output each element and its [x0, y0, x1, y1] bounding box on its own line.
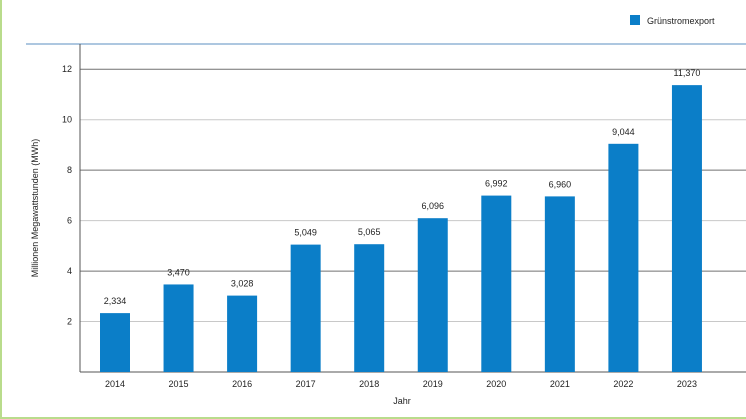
- legend-swatch: [630, 15, 640, 25]
- bar-2019: [417, 218, 448, 372]
- bar-2018: [354, 244, 385, 372]
- bar-2014: [100, 313, 130, 372]
- data-label-2018: 5,065: [358, 227, 381, 237]
- bar-2023: [671, 85, 702, 372]
- x-tick-label-2015: 2015: [169, 379, 189, 389]
- y-tick-label: 10: [62, 115, 72, 125]
- bar-2016: [227, 295, 258, 372]
- legend-label: Grünstromexport: [647, 16, 715, 26]
- data-label-2020: 6,992: [485, 179, 508, 189]
- y-tick-label: 4: [67, 266, 72, 276]
- bar-2017: [290, 244, 321, 372]
- y-tick-label: 2: [67, 317, 72, 327]
- x-tick-label-2023: 2023: [677, 379, 697, 389]
- bars: 2,334 3,470 3,028 5,049 5,065 6,096 6,992 6,960…: [100, 68, 702, 372]
- x-tick-label-2019: 2019: [423, 379, 443, 389]
- bar-2022: [608, 143, 639, 372]
- y-tick-label: 6: [67, 216, 72, 226]
- x-tick-label-2022: 2022: [613, 379, 633, 389]
- y-tick-label: 8: [67, 165, 72, 175]
- data-label-2015: 3,470: [167, 267, 190, 277]
- data-label-2022: 9,044: [612, 127, 635, 137]
- y-axis-title: Millionen Megawattstunden (MWh): [30, 139, 40, 278]
- x-tick-label-2020: 2020: [486, 379, 506, 389]
- x-tick-label-2014: 2014: [105, 379, 125, 389]
- x-axis-ticks: 2014 2015 2016 2017 2018 2019 2020 2021 2022 2023: [105, 379, 697, 389]
- gridlines: [80, 68, 746, 323]
- x-tick-label-2017: 2017: [296, 379, 316, 389]
- bar-2020: [481, 195, 512, 372]
- x-tick-label-2018: 2018: [359, 379, 379, 389]
- data-label-2017: 5,049: [294, 228, 317, 238]
- data-label-2014: 2,334: [104, 296, 127, 306]
- x-tick-label-2021: 2021: [550, 379, 570, 389]
- legend: Grünstromexport: [630, 15, 715, 26]
- data-label-2021: 6,960: [549, 179, 572, 189]
- data-label-2023: 11,370: [674, 68, 701, 78]
- bar-2021: [544, 196, 575, 372]
- x-tick-label-2016: 2016: [232, 379, 252, 389]
- y-tick-label: 12: [62, 64, 72, 74]
- data-label-2019: 6,096: [421, 201, 444, 211]
- bar-2015: [163, 284, 194, 372]
- y-axis-ticks: 2 4 6 8 10 12: [62, 64, 72, 326]
- data-label-2016: 3,028: [231, 279, 254, 289]
- x-axis-title: Jahr: [393, 396, 411, 406]
